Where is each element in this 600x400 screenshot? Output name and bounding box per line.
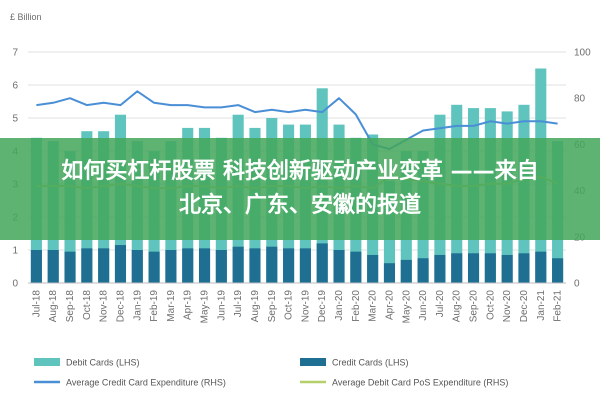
right-axis-tick-label: 0 [574, 279, 580, 290]
credit-card-bar [383, 263, 396, 283]
credit-card-bar [30, 250, 42, 283]
axes: 01234567020406080100Jul-18Aug-18Sep-18Oc… [12, 48, 591, 324]
x-axis-tick-label: Dec-20 [519, 290, 530, 323]
credit-card-bar [182, 248, 194, 283]
x-axis-tick-label: Jul-20 [435, 290, 446, 318]
credit-card-bar [501, 254, 513, 283]
x-axis-tick-label: Feb-20 [351, 290, 362, 322]
x-axis-tick-label: Sep-19 [267, 290, 278, 323]
x-axis-tick-label: Aug-20 [452, 290, 463, 323]
left-axis-unit-label: £ Billion [10, 12, 42, 22]
credit-card-bar [114, 245, 127, 283]
x-axis-tick-label: Dec-18 [115, 290, 126, 323]
x-axis-tick-label: Oct-19 [284, 290, 295, 320]
left-axis-tick-label: 1 [12, 246, 18, 257]
x-axis-tick-label: Nov-20 [502, 290, 513, 323]
credit-card-bar [98, 248, 110, 283]
x-axis-tick-label: Feb-21 [553, 290, 564, 322]
headline-banner: 如何买杠杆股票 科技创新驱动产业变革 ——来自 北京、广东、安徽的报道 [0, 138, 600, 240]
x-axis-tick-label: Apr-20 [384, 290, 395, 320]
legend-label: Average Credit Card Expenditure (RHS) [66, 378, 226, 388]
credit-card-bar [64, 251, 76, 283]
credit-card-bar [283, 248, 295, 283]
x-axis-tick-label: Oct-20 [485, 290, 496, 320]
x-axis-tick-label: Jul-18 [31, 290, 42, 318]
credit-card-bar [131, 250, 143, 283]
x-axis-tick-label: Nov-18 [99, 290, 110, 323]
credit-card-bar [299, 248, 311, 283]
x-axis-tick-label: Mar-19 [166, 290, 177, 322]
legend-label: Debit Cards (LHS) [66, 358, 140, 368]
left-axis-tick-label: 6 [12, 81, 18, 92]
x-axis-tick-label: Feb-19 [149, 290, 160, 322]
credit-card-bar [535, 251, 547, 283]
headline-line-2: 北京、广东、安徽的报道 [178, 193, 421, 218]
x-axis-tick-label: May-20 [401, 290, 412, 324]
x-axis-tick-label: Jun-19 [216, 290, 227, 321]
x-axis-tick-label: Jul-19 [233, 290, 244, 318]
x-axis-tick-label: Mar-20 [368, 290, 379, 322]
right-axis-tick-label: 80 [574, 94, 586, 105]
credit-card-bar [81, 248, 93, 283]
x-axis-tick-label: Aug-19 [250, 290, 261, 323]
x-axis-tick-label: Sep-20 [469, 290, 480, 323]
legend: Debit Cards (LHS) Credit Cards (LHS) Avera… [34, 358, 508, 388]
credit-card-bar [434, 254, 446, 283]
credit-card-bar [367, 254, 379, 283]
right-axis-tick-label: 100 [574, 48, 591, 59]
legend-label: Credit Cards (LHS) [332, 358, 409, 368]
credit-card-bar [232, 246, 244, 283]
left-axis-tick-label: 5 [12, 114, 18, 125]
credit-card-bar [417, 258, 429, 283]
credit-card-bar [266, 246, 278, 283]
x-axis-tick-label: Jun-20 [418, 290, 429, 321]
x-axis-tick-label: Jan-20 [334, 290, 345, 321]
credit-card-bar [47, 250, 59, 283]
credit-card-bar [316, 243, 328, 283]
credit-card-bar [165, 250, 177, 283]
x-axis-tick-label: Jan-19 [132, 290, 143, 321]
credit-card-expenditure-line [36, 90, 558, 150]
x-axis-tick-label: Dec-19 [317, 290, 328, 323]
x-axis-tick-label: Jan-21 [536, 290, 547, 321]
x-axis-tick-label: Apr-19 [183, 290, 194, 320]
credit-card-bar [451, 253, 463, 283]
left-axis-tick-label: 0 [12, 279, 18, 290]
credit-card-bar [215, 250, 227, 283]
x-axis-tick-label: May-19 [200, 290, 211, 324]
credit-card-bar [518, 253, 530, 283]
credit-card-bar [333, 250, 345, 283]
x-axis-tick-label: Sep-18 [65, 290, 76, 323]
headline-line-1: 如何买杠杆股票 科技创新驱动产业变革 ——来自 [61, 159, 539, 184]
legend-swatch [300, 358, 326, 366]
credit-card-bar [198, 248, 211, 283]
credit-card-bar [148, 251, 160, 283]
credit-card-bar [249, 248, 261, 283]
credit-card-bar [400, 259, 412, 283]
x-axis-tick-label: Nov-19 [300, 290, 311, 323]
credit-card-bar [552, 258, 564, 283]
credit-card-bar [467, 253, 480, 283]
credit-card-bar [484, 253, 496, 283]
left-axis-tick-label: 7 [12, 48, 18, 59]
legend-label: Average Debit Card PoS Expenditure (RHS) [332, 378, 508, 388]
x-axis-tick-label: Oct-18 [82, 290, 93, 320]
credit-card-bar [350, 251, 362, 283]
legend-swatch [34, 358, 60, 366]
x-axis-tick-label: Aug-18 [48, 290, 59, 323]
